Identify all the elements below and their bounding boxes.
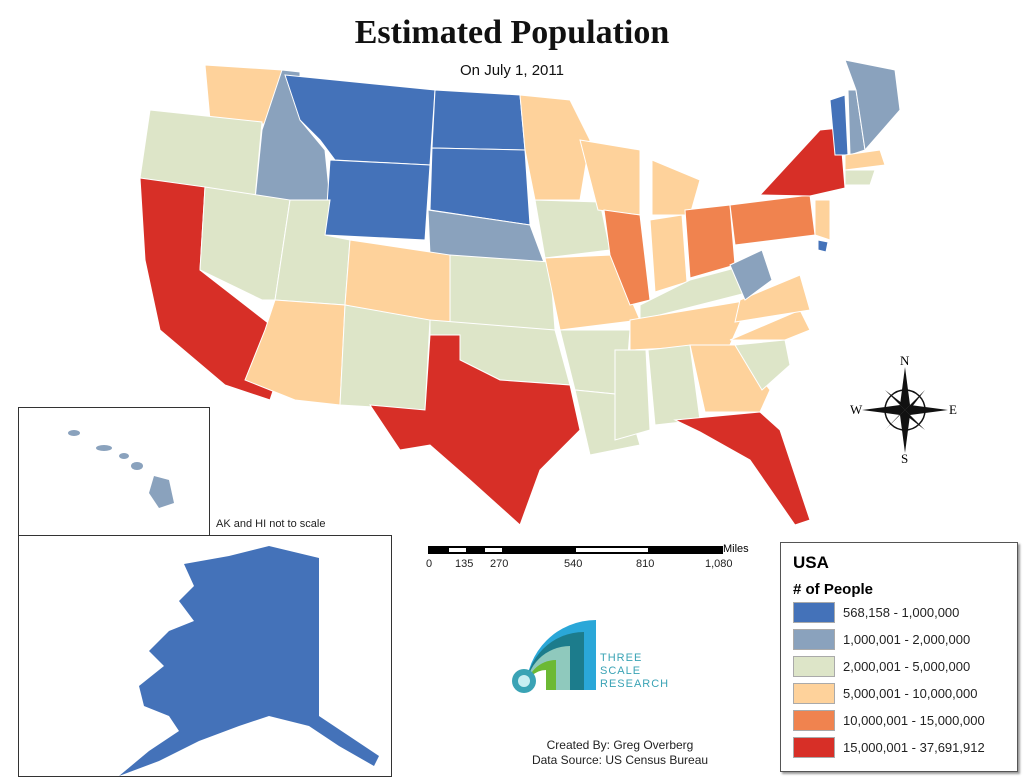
scale-tick: 0 — [426, 558, 433, 570]
state-nv — [199, 186, 291, 301]
hawaii-shape — [68, 430, 174, 508]
state-nc — [729, 309, 811, 341]
legend-swatch — [793, 736, 835, 758]
compass-w: W — [850, 402, 863, 417]
data-source: Data Source: US Census Bureau — [531, 753, 709, 767]
legend-label: 5,000,001 - 10,000,000 — [843, 685, 978, 701]
legend-label: 2,000,001 - 5,000,000 — [843, 658, 971, 674]
legend-item: 568,158 - 1,000,000 — [793, 601, 1017, 623]
legend-swatch — [793, 709, 835, 731]
state-fl — [673, 411, 811, 526]
logo-line: THREE — [600, 652, 643, 664]
legend-label: 568,158 - 1,000,000 — [843, 604, 960, 620]
compass-e: E — [949, 402, 957, 417]
state-ga — [689, 344, 771, 413]
scale-tick: 540 — [564, 558, 583, 570]
state-wy — [324, 159, 431, 241]
legend-label: 1,000,001 - 2,000,000 — [843, 631, 971, 647]
state-sc — [734, 339, 791, 391]
state-oh — [684, 204, 736, 279]
created-by: Created By: Greg Overberg — [546, 738, 694, 752]
state-nd — [431, 89, 526, 151]
legend-swatch — [793, 682, 835, 704]
legend-item: 15,000,001 - 37,691,912 — [793, 736, 1017, 758]
logo-text: THREE SCALE RESEARCH — [600, 652, 669, 691]
state-me — [844, 59, 901, 152]
scale-tick: 270 — [490, 558, 509, 570]
legend-label: 15,000,001 - 37,691,912 — [843, 739, 985, 755]
legend-item: 2,000,001 - 5,000,000 — [793, 655, 1017, 677]
compass-s: S — [901, 451, 908, 465]
state-va — [734, 274, 811, 323]
scale-tick: 810 — [636, 558, 655, 570]
legend-swatch — [793, 655, 835, 677]
compass-rose-icon: N S E W — [850, 355, 957, 465]
lake-michigan — [640, 160, 652, 215]
state-de — [817, 239, 829, 253]
state-ny — [758, 127, 846, 197]
scale-tick: 135 — [455, 558, 474, 570]
legend-swatch — [793, 628, 835, 650]
legend: USA # of People 568,158 - 1,000,000 1,000… — [780, 542, 1018, 772]
legend-subtitle: # of People — [793, 581, 874, 598]
hawaii-inset — [18, 407, 210, 537]
state-nj — [814, 199, 831, 241]
inset-note: AK and HI not to scale — [216, 518, 326, 530]
state-tx — [369, 334, 581, 526]
state-mn — [519, 94, 591, 201]
scale-tick: 1,080 — [705, 558, 733, 570]
three-scale-research-logo — [512, 620, 596, 693]
legend-swatch — [793, 601, 835, 623]
scale-unit: Miles — [723, 543, 749, 555]
state-ks — [449, 254, 556, 331]
legend-item: 1,000,001 - 2,000,000 — [793, 628, 1017, 650]
logo-line: SCALE — [600, 665, 642, 677]
state-ma — [844, 149, 886, 171]
legend-item: 10,000,001 - 15,000,000 — [793, 709, 1017, 731]
state-il — [603, 209, 651, 306]
compass-n: N — [900, 355, 910, 368]
scale-bar — [428, 546, 723, 554]
state-wv — [729, 249, 773, 301]
alaska-inset — [18, 535, 392, 777]
alaska-shape — [119, 546, 379, 776]
state-ct-ri — [844, 169, 876, 186]
credits: Created By: Greg Overberg Data Source: U… — [420, 738, 820, 768]
map-subtitle: On July 1, 2011 — [460, 62, 564, 79]
state-pa — [729, 194, 816, 246]
state-ms — [614, 349, 651, 441]
logo-line: RESEARCH — [600, 678, 670, 690]
map-title: Estimated Population — [354, 14, 670, 51]
state-nm — [339, 304, 431, 411]
legend-item: 5,000,001 - 10,000,000 — [793, 682, 1017, 704]
legend-title: USA — [793, 553, 829, 572]
legend-label: 10,000,001 - 15,000,000 — [843, 712, 985, 728]
state-in — [649, 214, 688, 293]
state-mi — [651, 159, 701, 216]
